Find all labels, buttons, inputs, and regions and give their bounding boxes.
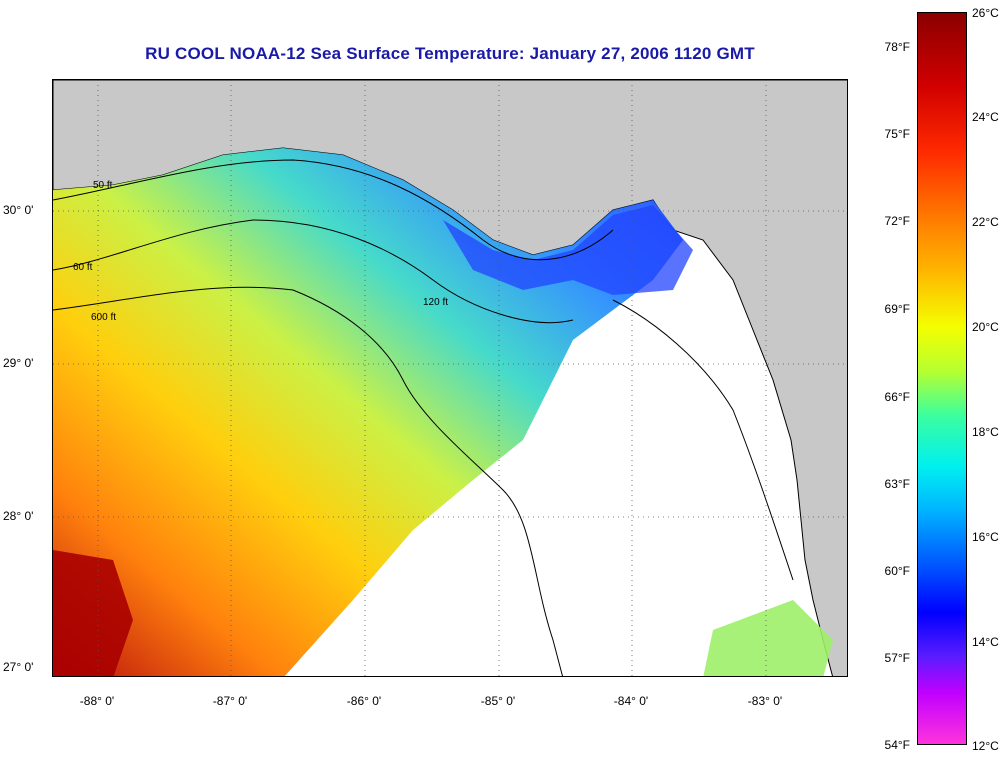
lon-label: -85° 0'	[480, 694, 516, 708]
cold-coastal-band	[443, 205, 693, 295]
colorbar-f-label: 63°F	[884, 477, 910, 491]
temperature-colorbar	[917, 12, 967, 745]
colorbar-c-label: 18°C	[972, 425, 999, 439]
colorbar-f-label: 57°F	[884, 651, 910, 665]
colorbar-f-label: 60°F	[884, 564, 910, 578]
contour-label: 60 ft	[73, 262, 93, 273]
colorbar-c-label: 24°C	[972, 110, 999, 124]
chart-title: RU COOL NOAA-12 Sea Surface Temperature:…	[145, 44, 755, 63]
colorbar-f-label: 72°F	[884, 214, 910, 228]
map-canvas: 50 ft 60 ft 120 ft 600 ft	[53, 80, 847, 676]
contour-label: 120 ft	[423, 297, 448, 308]
lon-label: -83° 0'	[747, 694, 783, 708]
lat-label: 28° 0'	[3, 509, 34, 523]
colorbar-f-label: 54°F	[884, 738, 910, 752]
sst-map[interactable]: 50 ft 60 ft 120 ft 600 ft	[52, 79, 848, 677]
colorbar-c-label: 20°C	[972, 320, 999, 334]
colorbar-f-label: 78°F	[884, 40, 910, 54]
lon-label: -84° 0'	[613, 694, 649, 708]
colorbar-f-label: 66°F	[884, 390, 910, 404]
contour-label: 600 ft	[91, 312, 116, 323]
lat-label: 30° 0'	[3, 203, 34, 217]
lat-label: 29° 0'	[3, 356, 34, 370]
colorbar-f-label: 69°F	[884, 302, 910, 316]
colorbar-c-label: 12°C	[972, 739, 999, 753]
bathymetry-contours	[53, 159, 794, 676]
lat-label: 27° 0'	[3, 660, 34, 674]
colorbar-c-label: 26°C	[972, 6, 999, 20]
green-patch-southeast	[703, 600, 833, 676]
lon-label: -87° 0'	[212, 694, 248, 708]
lon-label: -88° 0'	[79, 694, 115, 708]
warm-patch-southwest	[53, 550, 133, 676]
colorbar-c-label: 14°C	[972, 635, 999, 649]
contour-label: 50 ft	[93, 180, 113, 191]
lon-label: -86° 0'	[346, 694, 382, 708]
colorbar-c-label: 22°C	[972, 215, 999, 229]
colorbar-c-label: 16°C	[972, 530, 999, 544]
colorbar-f-label: 75°F	[884, 127, 910, 141]
